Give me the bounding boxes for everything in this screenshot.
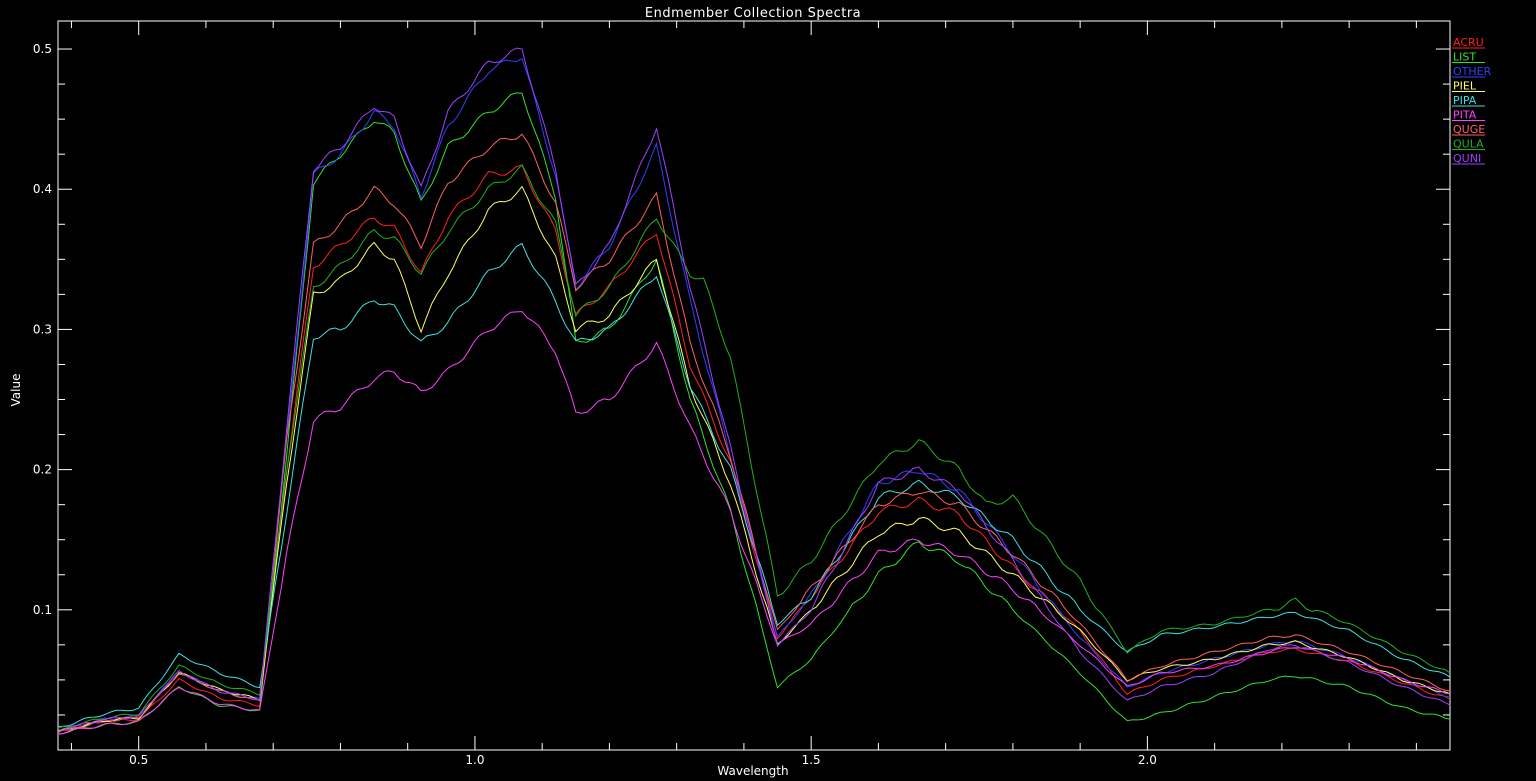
- legend-label-list: LIST: [1453, 51, 1476, 64]
- legend-label-other: OTHER: [1453, 65, 1492, 78]
- y-tick-label: 0.4: [33, 182, 52, 196]
- y-tick-label: 0.3: [33, 322, 52, 336]
- y-tick-label: 0.2: [33, 463, 52, 477]
- legend-label-pipa: PIPA: [1453, 94, 1477, 107]
- chart-title: Endmember Collection Spectra: [645, 6, 861, 21]
- x-tick-label: 0.5: [129, 753, 148, 767]
- legend-label-qula: QULA: [1453, 138, 1484, 151]
- y-tick-label: 0.1: [33, 603, 52, 617]
- x-tick-label: 2.0: [1138, 753, 1157, 767]
- legend-label-piel: PIEL: [1453, 80, 1477, 93]
- axes: 0.1 0.2 0.3 0.4 0.5 0.5 1.0 1.5 2.0: [33, 20, 1451, 767]
- legend-label-quge: QUGE: [1453, 123, 1485, 136]
- series-line-qula: [57, 163, 1451, 729]
- legend-label-quni: QUNI: [1453, 152, 1481, 165]
- y-axis-label: Value: [9, 374, 23, 407]
- legend-label-pita: PITA: [1453, 109, 1477, 122]
- series-line-pita: [57, 311, 1451, 735]
- x-tick-label: 1.5: [802, 753, 821, 767]
- series-line-quge: [57, 133, 1451, 733]
- series-lines: [57, 47, 1451, 735]
- plot-frame: [57, 20, 1451, 751]
- series-line-list: [57, 92, 1451, 735]
- series-line-piel: [57, 185, 1451, 732]
- x-axis-label: Wavelength: [717, 764, 788, 778]
- legend-label-acru: ACRU: [1453, 36, 1484, 49]
- series-line-quni: [57, 47, 1451, 731]
- x-tick-label: 1.0: [465, 753, 484, 767]
- y-tick-label: 0.5: [33, 42, 52, 56]
